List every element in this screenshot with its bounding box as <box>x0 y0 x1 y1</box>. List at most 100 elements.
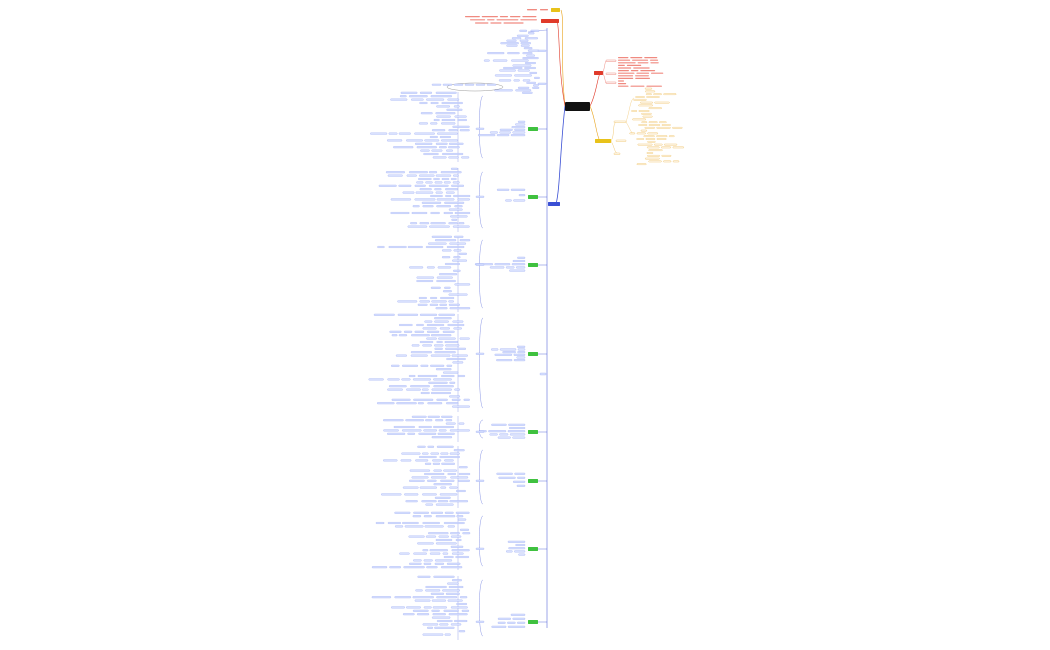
green-section-node-5[interactable] <box>528 430 538 434</box>
green-section-leaf <box>437 132 458 135</box>
green-section-leaf <box>435 142 448 145</box>
green-section-mid-node[interactable] <box>475 195 485 198</box>
green-section-leaf <box>370 132 388 135</box>
right-red-leaf <box>635 77 650 79</box>
green-section-leaf <box>417 375 438 377</box>
green-section-leaf <box>430 297 438 299</box>
right-orange-leaf <box>642 115 653 118</box>
top-cluster-leaf <box>532 86 540 89</box>
right-red-sub-node[interactable] <box>605 72 617 75</box>
green-section-mid-node[interactable] <box>475 352 485 355</box>
green-section-leaf <box>447 525 455 528</box>
green-section-sub-leaf <box>517 345 526 348</box>
green-section-leaf <box>430 212 440 214</box>
green-section-leaf <box>404 330 413 333</box>
green-section-mid-node[interactable] <box>475 430 485 433</box>
top-yellow-node[interactable] <box>551 8 560 12</box>
green-section-leaf <box>449 452 460 455</box>
green-section-sub-leaf <box>499 128 513 131</box>
green-section-mid-node[interactable] <box>475 547 485 550</box>
right-red-sub-node[interactable] <box>605 81 617 84</box>
green-section-leaf <box>430 195 443 197</box>
green-section-node-4[interactable] <box>528 352 538 356</box>
right-orange-leaf <box>664 143 678 146</box>
green-section-leaf <box>430 102 439 104</box>
root-node[interactable] <box>565 102 590 111</box>
top-cluster-node[interactable] <box>537 82 547 85</box>
green-section-leaf <box>424 473 445 475</box>
right-orange-sub-node[interactable] <box>615 139 627 142</box>
green-section-leaf <box>419 122 428 125</box>
top-cluster-leaf <box>483 59 490 62</box>
right-orange-sub-node[interactable] <box>613 120 627 123</box>
green-section-sub-leaf <box>512 131 526 134</box>
green-section-node-1[interactable] <box>528 127 538 131</box>
green-section-node-6[interactable] <box>528 479 538 483</box>
green-section-node-2[interactable] <box>528 195 538 199</box>
green-section-leaf <box>435 559 453 562</box>
blue-spine-node[interactable] <box>539 372 547 376</box>
green-section-sub-leaf <box>517 621 526 624</box>
green-section-sub-leaf <box>518 120 526 123</box>
green-section-mid-node[interactable] <box>475 620 485 623</box>
top-red-leaf <box>487 19 495 21</box>
green-section-leaf <box>454 235 464 238</box>
green-section-leaf <box>443 556 454 558</box>
green-section-leaf <box>419 102 428 104</box>
green-section-node-7[interactable] <box>528 547 538 551</box>
green-section-leaf <box>453 249 462 252</box>
green-section-leaf <box>441 415 453 418</box>
green-section-leaf <box>431 599 446 602</box>
top-red-leaf <box>520 19 537 21</box>
green-section-leaf <box>450 545 464 548</box>
green-section-leaf <box>425 586 447 588</box>
green-section-leaf <box>430 286 441 289</box>
green-section-sub-leaf <box>517 351 526 354</box>
green-section-leaf <box>410 385 430 388</box>
green-section-mid-node[interactable] <box>475 127 485 130</box>
green-section-leaf <box>411 344 420 347</box>
green-section-mid-node[interactable] <box>475 479 485 482</box>
green-section-leaf <box>422 522 440 524</box>
green-section-leaf <box>429 303 439 306</box>
green-section-leaf <box>402 364 418 367</box>
right-red-leaf <box>618 83 627 85</box>
right-orange-sub-node[interactable] <box>613 152 621 155</box>
green-section-leaf <box>436 115 451 118</box>
green-section-node-8[interactable] <box>528 620 538 624</box>
green-section-leaf <box>431 235 452 238</box>
green-section-leaf <box>422 205 434 208</box>
green-section-leaf <box>441 462 455 465</box>
green-section-leaf <box>452 552 464 555</box>
green-section-node-3[interactable] <box>528 263 538 267</box>
green-section-leaf <box>443 371 459 374</box>
top-cluster-leaf <box>511 37 522 40</box>
right-orange-node[interactable] <box>595 139 611 143</box>
top-cluster-leaf <box>506 39 517 42</box>
right-red-leaf <box>626 64 642 66</box>
right-red-leaf <box>618 70 629 72</box>
right-red-sub-node[interactable] <box>605 59 617 62</box>
top-cluster-leaf <box>534 76 540 79</box>
top-cluster-leaf <box>506 44 518 47</box>
blue-main-node[interactable] <box>548 202 560 206</box>
green-section-sub-leaf <box>516 266 526 269</box>
green-section-leaf <box>435 515 456 518</box>
green-section-leaf <box>420 392 430 394</box>
green-section-mid-node[interactable] <box>475 263 485 266</box>
top-red-node[interactable] <box>541 19 559 23</box>
green-section-leaf <box>454 115 467 118</box>
top-cluster-node[interactable] <box>537 49 547 52</box>
green-section-leaf <box>430 222 446 225</box>
green-section-leaf <box>413 511 429 514</box>
green-section-leaf <box>383 459 398 462</box>
green-section-leaf <box>394 511 411 514</box>
green-section-leaf <box>435 174 452 177</box>
green-section-leaf <box>431 300 447 303</box>
right-red-node[interactable] <box>594 71 603 75</box>
green-section-leaf <box>412 596 434 599</box>
top-red-leaf <box>470 19 486 21</box>
green-section-leaf <box>439 623 449 626</box>
green-section-leaf <box>450 476 469 479</box>
green-section-sub-leaf <box>497 188 510 191</box>
